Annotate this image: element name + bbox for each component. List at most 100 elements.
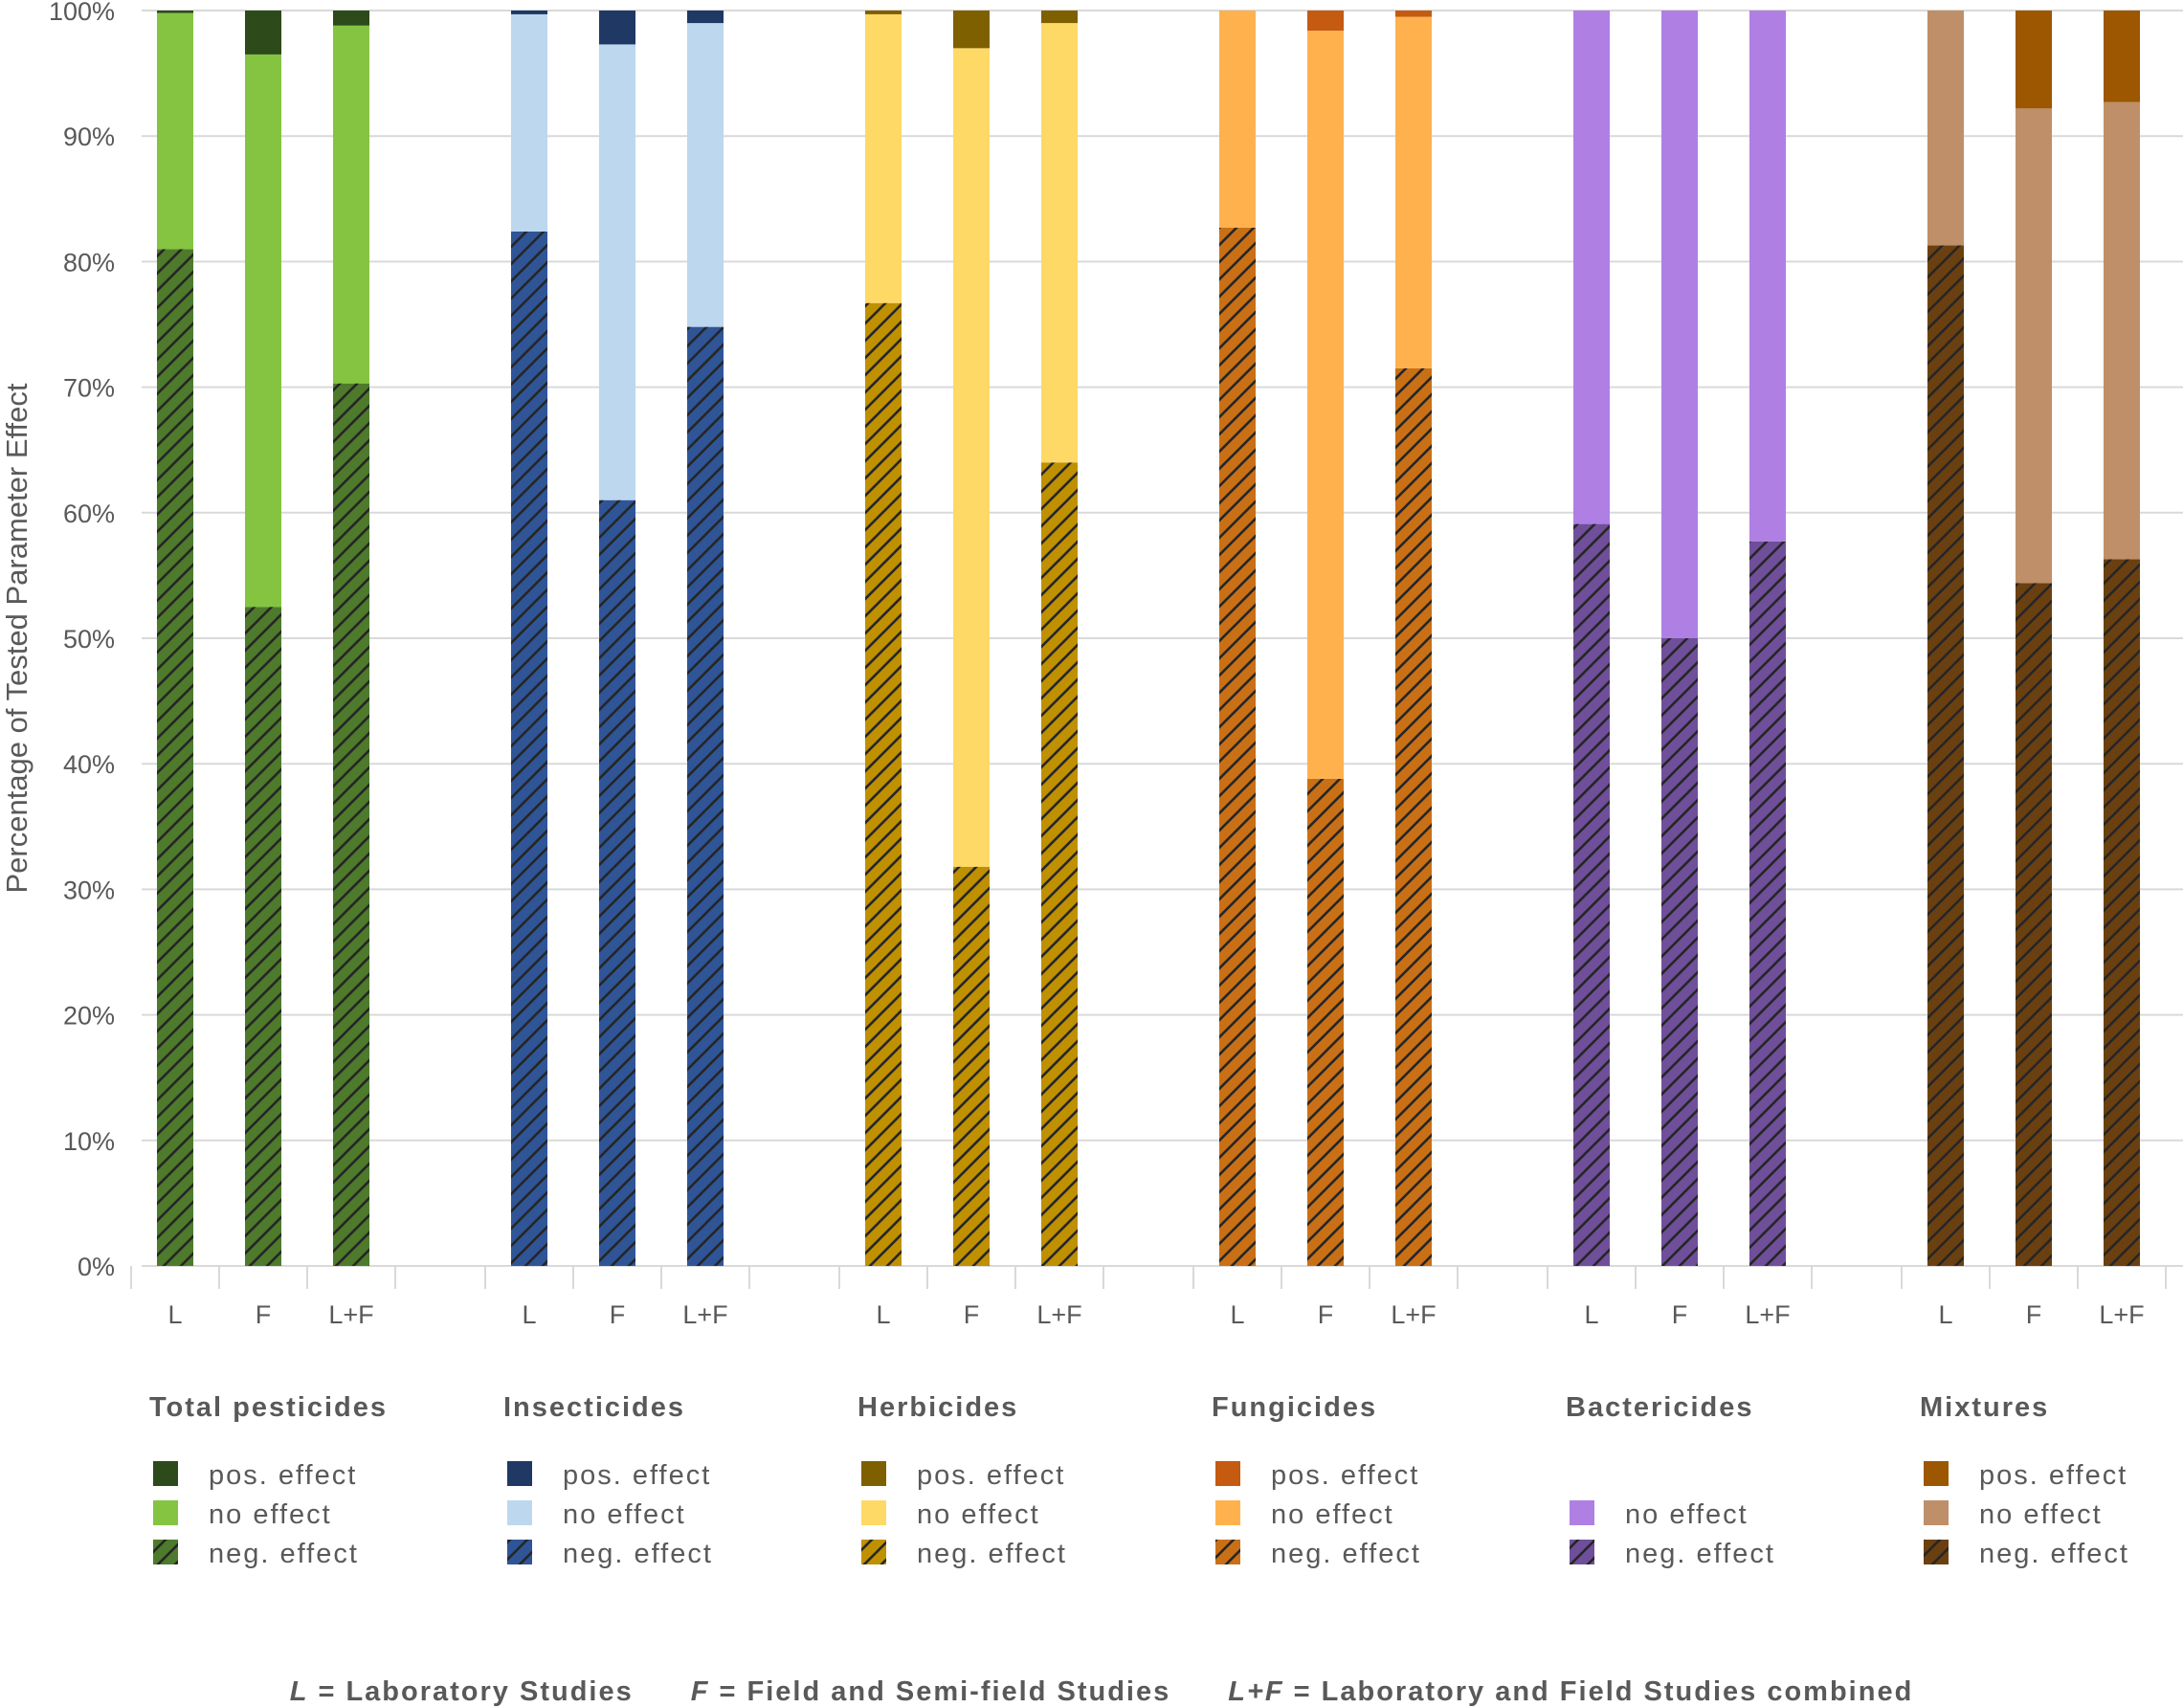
total-pesticides-legend-swatch-no xyxy=(153,1500,178,1525)
total-pesticides-legend-swatch-pos xyxy=(153,1461,178,1486)
bactericides-legend-label-no: no effect xyxy=(1625,1499,1749,1530)
fungicides-bar-L+F-neg-hatch xyxy=(1395,367,1432,1266)
mixtures-bar-L+F-neg-hatch xyxy=(2104,559,2140,1266)
herbicides-bar-L+F-no xyxy=(1041,23,1078,463)
insecticides-legend-swatch-no xyxy=(507,1500,532,1525)
fungicides-legend-swatch-pos xyxy=(1215,1461,1240,1486)
y-tick-label: 0% xyxy=(78,1253,115,1281)
bactericides-legend-swatch-no xyxy=(1570,1500,1594,1525)
fungicides-bar-F-no xyxy=(1307,30,1344,779)
bars xyxy=(157,11,2140,1267)
x-tick-label: F xyxy=(256,1300,272,1329)
herbicides-bar-L+F-pos xyxy=(1041,11,1078,24)
bactericides-bar-F-neg-hatch xyxy=(1661,638,1698,1266)
fungicides-bar-L-no xyxy=(1219,11,1256,228)
footnote-key-f: F xyxy=(691,1676,710,1707)
insecticides-bar-L-neg-hatch xyxy=(511,231,547,1267)
y-tick-label: 20% xyxy=(63,1002,115,1031)
herbicides-legend-label-no: no effect xyxy=(917,1499,1040,1530)
total-pesticides-bar-F-pos xyxy=(245,11,281,55)
y-tick-labels: 0% 10% 20% 30% 40% 50% 60% 70% 80% 90% 100% xyxy=(49,0,115,1281)
fungicides-legend-label-neg: neg. effect xyxy=(1271,1539,1421,1569)
insecticides-bar-L+F-pos xyxy=(687,11,724,24)
footnote-key-l: L xyxy=(290,1676,309,1707)
insecticides-title: Insecticides xyxy=(503,1392,685,1423)
herbicides-bar-F-pos xyxy=(953,11,990,49)
fungicides-bar-L+F-no xyxy=(1395,16,1432,368)
total-pesticides-bar-L-neg-hatch xyxy=(157,249,193,1266)
herbicides-bar-L-pos xyxy=(865,11,902,14)
fungicides-bar-L+F-pos xyxy=(1395,11,1432,17)
bactericides-bar-L+F-no xyxy=(1749,11,1786,542)
gridlines xyxy=(142,10,2183,1267)
y-tick-label: 50% xyxy=(63,625,115,654)
bactericides-legend-label-neg: neg. effect xyxy=(1625,1539,1775,1569)
y-tick-label: 100% xyxy=(49,0,115,26)
total-pesticides-legend-label-neg: neg. effect xyxy=(209,1539,359,1569)
x-tick-label: L+F xyxy=(1391,1300,1436,1329)
mixtures-bar-F-pos xyxy=(2016,11,2052,109)
y-tick-label: 30% xyxy=(63,876,115,904)
y-axis-label: Percentage of Tested Parameter Effect xyxy=(0,383,33,893)
x-tick-labels: L F L+F L F L+F L F L+F L F L+F L F L+F L F L+F xyxy=(130,1266,2167,1329)
insecticides-legend-label-no: no effect xyxy=(563,1499,686,1530)
insecticides-bar-F-neg-hatch xyxy=(599,499,635,1266)
footnote: L = Laboratory Studies F = Field and Semi… xyxy=(290,1676,1914,1707)
fungicides-legend-swatch-no xyxy=(1215,1500,1240,1525)
herbicides-legend-swatch-pos xyxy=(861,1461,886,1486)
x-tick-label: F xyxy=(964,1300,980,1329)
herbicides-bar-L-no xyxy=(865,13,902,303)
mixtures-bar-F-neg-hatch xyxy=(2016,583,2052,1266)
total-pesticides-bar-L+F-no xyxy=(333,25,369,384)
herbicides-legend-label-pos: pos. effect xyxy=(917,1460,1065,1491)
insecticides-legend-label-neg: neg. effect xyxy=(563,1539,713,1569)
herbicides-bar-L-neg-hatch xyxy=(865,302,902,1266)
y-tick-label: 60% xyxy=(63,499,115,528)
insecticides-bar-L-no xyxy=(511,13,547,232)
fungicides-legend-swatch-hatch xyxy=(1215,1540,1240,1564)
x-tick-label: F xyxy=(1318,1300,1334,1329)
herbicides-legend-label-neg: neg. effect xyxy=(917,1539,1067,1569)
insecticides-bar-L+F-neg-hatch xyxy=(687,326,724,1266)
mixtures-bar-L-neg-hatch xyxy=(1927,245,1964,1266)
x-tick-label: L xyxy=(1938,1300,1952,1329)
bactericides-bar-L+F-neg-hatch xyxy=(1749,541,1786,1266)
x-tick-label: L+F xyxy=(2099,1300,2144,1329)
fungicides-legend-label-no: no effect xyxy=(1271,1499,1394,1530)
bactericides-bar-L-no xyxy=(1573,11,1610,524)
y-tick-label: 70% xyxy=(63,374,115,403)
footnote-text-l: = Laboratory Studies xyxy=(308,1676,633,1707)
mixtures-legend-label-pos: pos. effect xyxy=(1979,1460,2127,1491)
total-pesticides-bar-F-no xyxy=(245,54,281,608)
herbicides-bar-L+F-neg-hatch xyxy=(1041,462,1078,1266)
x-tick-label: L xyxy=(1584,1300,1598,1329)
mixtures-bar-L+F-no xyxy=(2104,101,2140,560)
bactericides-bar-L-neg-hatch xyxy=(1573,523,1610,1266)
total-pesticides-legend-label-no: no effect xyxy=(209,1499,332,1530)
mixtures-legend-swatch-hatch xyxy=(1924,1540,1949,1564)
herbicides-bar-F-neg-hatch xyxy=(953,866,990,1266)
x-tick-label: L+F xyxy=(1745,1300,1790,1329)
mixtures-bar-L-no xyxy=(1927,11,1964,246)
total-pesticides-bar-L-no xyxy=(157,12,193,250)
mixtures-legend-swatch-pos xyxy=(1924,1461,1949,1486)
total-pesticides-legend-label-pos: pos. effect xyxy=(209,1460,357,1491)
herbicides-bar-F-no xyxy=(953,48,990,867)
x-tick-label: L xyxy=(522,1300,536,1329)
insecticides-legend-swatch-pos xyxy=(507,1461,532,1486)
footnote-text-lf: = Laboratory and Field Studies combined xyxy=(1284,1676,1914,1707)
insecticides-legend-label-pos: pos. effect xyxy=(563,1460,711,1491)
y-tick-label: 90% xyxy=(63,122,115,151)
x-tick-label: L+F xyxy=(1036,1300,1081,1329)
insecticides-legend-swatch-hatch xyxy=(507,1540,532,1564)
x-tick-label: L xyxy=(167,1300,182,1329)
total-pesticides-bar-F-neg-hatch xyxy=(245,607,281,1266)
insecticides-bar-L+F-no xyxy=(687,23,724,327)
mixtures-bar-F-no xyxy=(2016,108,2052,584)
x-tick-label: L xyxy=(1230,1300,1244,1329)
total-pesticides-bar-L-pos xyxy=(157,11,193,13)
insecticides-bar-F-pos xyxy=(599,11,635,45)
total-pesticides-title: Total pesticides xyxy=(149,1392,388,1423)
mixtures-legend-label-neg: neg. effect xyxy=(1979,1539,2129,1569)
